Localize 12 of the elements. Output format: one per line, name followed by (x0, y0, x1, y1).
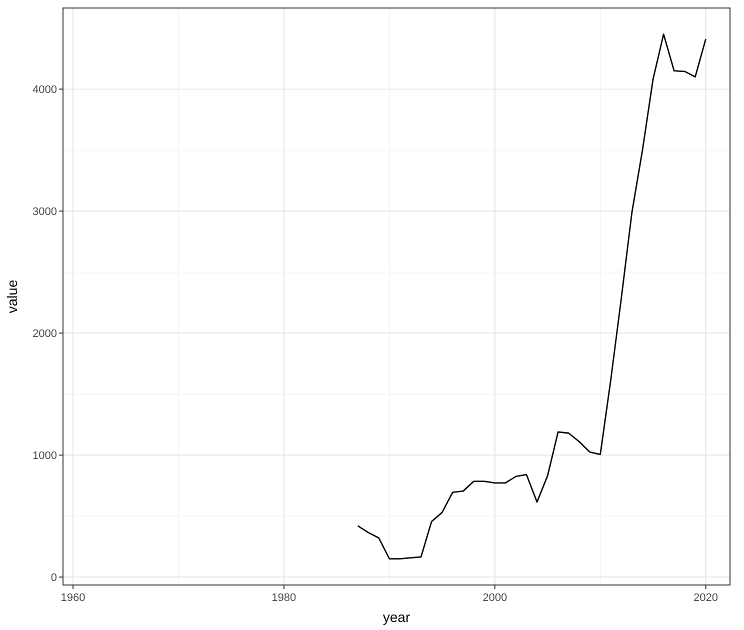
x-tick-label: 1960 (60, 592, 86, 604)
line-series (357, 34, 706, 560)
y-tick-label: 0 (50, 572, 57, 584)
y-axis-title: value (4, 280, 20, 314)
y-tick-label: 4000 (32, 84, 57, 96)
y-tick-label: 1000 (32, 450, 57, 462)
x-tick-label: 1980 (272, 592, 296, 604)
x-axis-title: year (382, 609, 410, 625)
y-tick-label: 2000 (32, 328, 57, 340)
x-tick-label: 2020 (694, 592, 718, 604)
x-tick-label: 2000 (482, 592, 508, 604)
y-tick-label: 3000 (32, 206, 57, 218)
